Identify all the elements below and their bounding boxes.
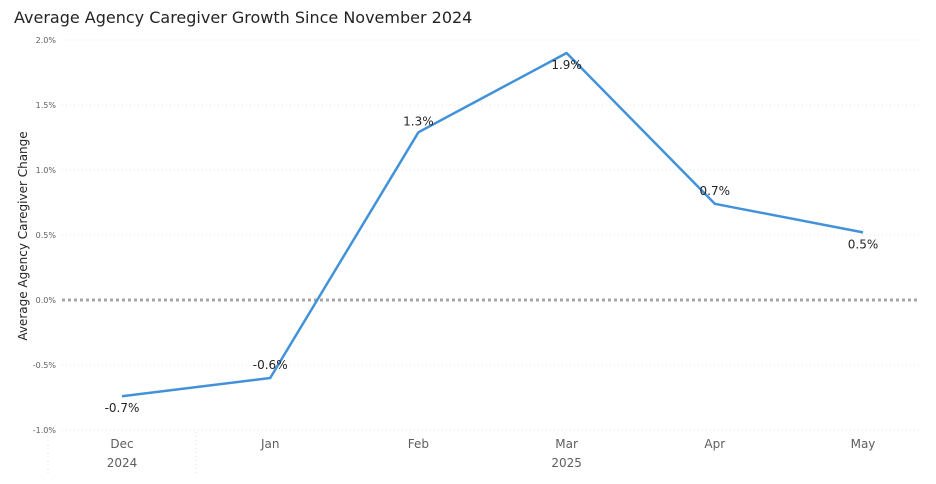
y-tick-label: 0.5% (36, 231, 57, 240)
x-axis-ticks: Dec Jan Feb Mar Apr May 2024 2025 (107, 437, 876, 470)
x-tick-label: Mar (555, 437, 578, 451)
data-labels: -0.7% -0.6% 1.3% 1.9% 0.7% 0.5% (105, 58, 879, 415)
y-tick-label: -1.0% (33, 426, 57, 435)
x-tick-label: Apr (704, 437, 725, 451)
x-tick-label: May (851, 437, 876, 451)
x-tick-label: Dec (110, 437, 133, 451)
y-tick-label: 0.0% (36, 296, 57, 305)
x-tick-label: Feb (408, 437, 429, 451)
series-lines (121, 51, 864, 398)
data-label: -0.7% (105, 401, 140, 415)
data-label: 1.9% (551, 58, 582, 72)
x-tick-label: Jan (260, 437, 280, 451)
data-label: 0.5% (848, 237, 879, 251)
gridlines (47, 39, 920, 474)
y-tick-label: 1.0% (36, 166, 57, 175)
chart-title: Average Agency Caregiver Growth Since No… (14, 8, 473, 27)
data-label: 0.7% (700, 184, 731, 198)
y-tick-label: 1.5% (36, 101, 57, 110)
y-axis-ticks: 2.0% 1.5% 1.0% 0.5% 0.0% -0.5% -1.0% (33, 36, 57, 435)
y-tick-label: 2.0% (36, 36, 57, 45)
x-year-label: 2024 (107, 456, 138, 470)
data-label: 1.3% (403, 114, 434, 128)
x-year-label: 2025 (551, 456, 582, 470)
y-axis-label: Average Agency Caregiver Change (16, 131, 30, 340)
series-line (121, 51, 864, 398)
data-label: -0.6% (253, 358, 288, 372)
y-tick-label: -0.5% (33, 361, 57, 370)
